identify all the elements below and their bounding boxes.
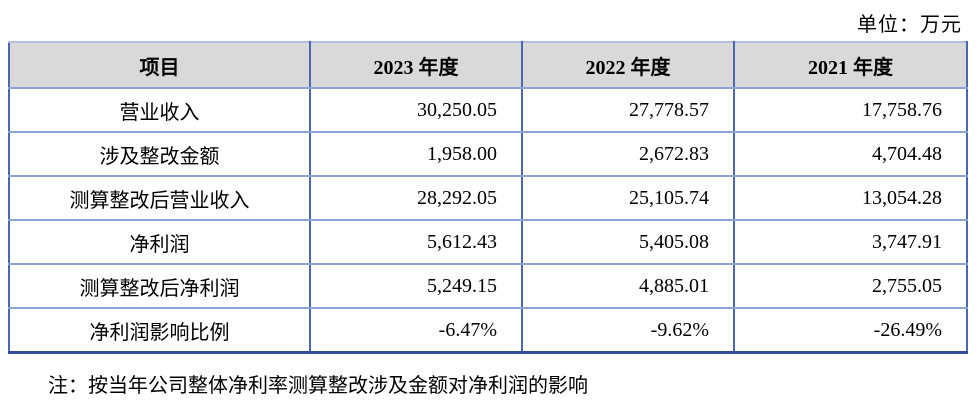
header-cell: 2021 年度: [733, 41, 968, 89]
value-cell: 3,747.91: [733, 219, 968, 265]
value-cell: 2,755.05: [733, 263, 968, 309]
header-cell: 2023 年度: [309, 41, 523, 89]
table-row: 净利润影响比例 -6.47% -9.62% -26.49%: [8, 307, 968, 354]
item-cell: 净利润影响比例: [8, 307, 311, 354]
value-cell: 28,292.05: [309, 175, 523, 221]
value-cell: 5,405.08: [521, 219, 735, 265]
table-row: 测算整改后净利润 5,249.15 4,885.01 2,755.05: [8, 263, 968, 309]
table-body: 营业收入 30,250.05 27,778.57 17,758.76 涉及整改金额 1,9…: [8, 87, 968, 354]
value-cell: 30,250.05: [309, 87, 523, 133]
table-row: 涉及整改金额 1,958.00 2,672.83 4,704.48: [8, 131, 968, 177]
unit-label: 单位：万元: [857, 14, 962, 36]
item-cell: 营业收入: [8, 87, 311, 133]
value-cell: -6.47%: [309, 307, 523, 354]
header-cell: 2022 年度: [521, 41, 735, 89]
value-cell: 4,704.48: [733, 131, 968, 177]
table-row: 营业收入 30,250.05 27,778.57 17,758.76: [8, 87, 968, 133]
table-row: 测算整改后营业收入 28,292.05 25,105.74 13,054.28: [8, 175, 968, 221]
value-cell: 2,672.83: [521, 131, 735, 177]
table-header: 项目 2023 年度 2022 年度 2021 年度: [8, 41, 968, 89]
header-row: 项目 2023 年度 2022 年度 2021 年度: [8, 41, 968, 89]
table-row: 净利润 5,612.43 5,405.08 3,747.91: [8, 219, 968, 265]
value-cell: 5,612.43: [309, 219, 523, 265]
value-cell: -9.62%: [521, 307, 735, 354]
item-cell: 测算整改后净利润: [8, 263, 311, 309]
value-cell: 13,054.28: [733, 175, 968, 221]
financial-table: 项目 2023 年度 2022 年度 2021 年度 营业收入 30,250.05 27,…: [8, 41, 968, 354]
table-footnote: 注：按当年公司整体净利率测算整改涉及金额对净利润的影响: [48, 375, 588, 397]
value-cell: 17,758.76: [733, 87, 968, 133]
header-cell: 项目: [8, 41, 311, 89]
value-cell: -26.49%: [733, 307, 968, 354]
value-cell: 5,249.15: [309, 263, 523, 309]
value-cell: 4,885.01: [521, 263, 735, 309]
value-cell: 25,105.74: [521, 175, 735, 221]
item-cell: 涉及整改金额: [8, 131, 311, 177]
value-cell: 27,778.57: [521, 87, 735, 133]
value-cell: 1,958.00: [309, 131, 523, 177]
item-cell: 净利润: [8, 219, 311, 265]
item-cell: 测算整改后营业收入: [8, 175, 311, 221]
